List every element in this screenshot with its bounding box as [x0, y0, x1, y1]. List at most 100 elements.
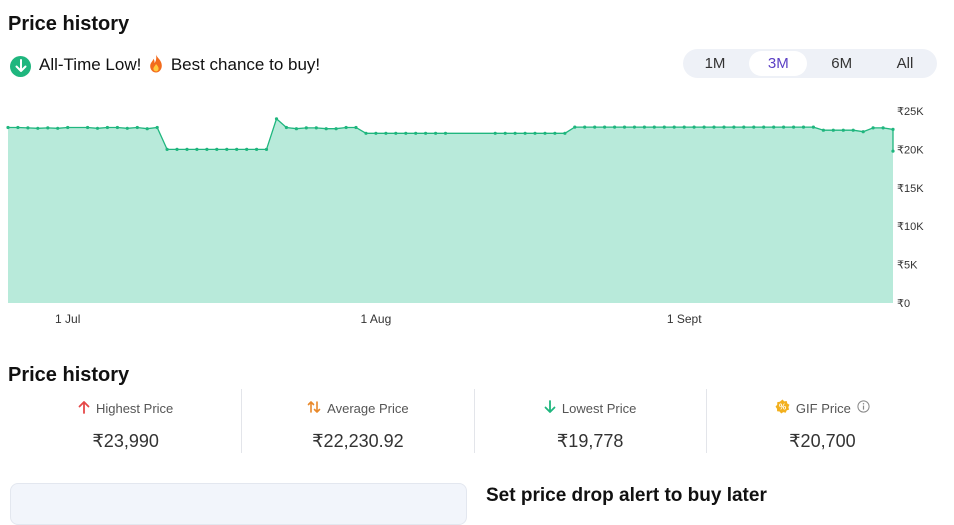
price-point [235, 147, 239, 151]
price-alert-card [10, 483, 467, 525]
stat-label: Average Price [327, 400, 409, 416]
price-point [36, 126, 40, 130]
price-point [86, 125, 90, 130]
price-point [125, 126, 129, 130]
price-point [881, 126, 885, 130]
tab-1m[interactable]: 1M [704, 55, 726, 72]
price-point [274, 117, 279, 121]
stat-value: ₹20,700 [789, 431, 856, 451]
arrow-down-circle-icon [10, 55, 31, 77]
y-tick-label: ₹20K [897, 144, 924, 156]
price-point [712, 125, 716, 129]
tab-6m[interactable]: 6M [831, 55, 853, 72]
price-point [394, 131, 398, 135]
x-tick-label: 1 Aug [361, 312, 392, 326]
price-point [374, 131, 378, 135]
price-point [662, 125, 666, 129]
price-point [533, 131, 537, 135]
price-point [6, 125, 10, 130]
price-point [135, 125, 139, 130]
page-title: Price history [8, 13, 130, 35]
price-point [583, 125, 587, 129]
price-point [105, 125, 109, 130]
price-point [324, 127, 328, 131]
price-point [414, 131, 418, 135]
price-point [593, 125, 597, 129]
price-point [145, 127, 149, 131]
price-area-fill [8, 118, 893, 303]
price-point [56, 126, 60, 130]
price-alert-title: Set price drop alert to buy later [486, 485, 767, 506]
price-point [344, 125, 348, 130]
price-point [642, 125, 647, 129]
price-point [632, 125, 637, 129]
y-tick-label: ₹5K [897, 260, 918, 272]
price-point [284, 125, 288, 130]
y-tick-label: ₹10K [897, 221, 924, 233]
price-point [613, 125, 617, 129]
price-point [215, 147, 219, 151]
price-point [732, 125, 736, 129]
price-point [26, 126, 30, 130]
price-point [115, 125, 119, 130]
price-point [175, 147, 179, 151]
stat-value: ₹22,230.92 [312, 431, 404, 451]
price-point [553, 131, 557, 135]
price-point [334, 127, 338, 131]
all-time-low-banner: All-Time Low! Best chance to buy! [10, 53, 320, 79]
price-point [443, 131, 448, 135]
price-point [702, 125, 706, 129]
price-point [573, 125, 577, 129]
info-icon[interactable] [857, 400, 870, 416]
price-point [245, 147, 249, 151]
price-point [255, 147, 259, 151]
stat-highest-price: Highest Price ₹23,990 [10, 389, 243, 453]
tab-3m[interactable]: 3M [749, 51, 808, 76]
price-point [861, 130, 865, 134]
price-point [871, 126, 875, 130]
price-point [205, 147, 209, 151]
price-point [891, 127, 895, 131]
stat-label: GIF Price [795, 400, 851, 416]
price-point [831, 128, 835, 132]
price-point [384, 131, 388, 135]
price-history-chart: ₹25K ₹20K ₹15K ₹10K ₹5K ₹0 1 Jul 1 Aug 1 Sept [6, 106, 924, 326]
x-tick-label: 1 Jul [55, 312, 80, 326]
price-point [672, 125, 676, 129]
stats-title: Price history [8, 364, 130, 386]
banner-headline: All-Time Low! [39, 55, 142, 74]
price-point [404, 131, 408, 135]
badge-icon: % [775, 399, 790, 417]
banner-subtext: Best chance to buy! [170, 55, 321, 74]
price-point [523, 131, 527, 135]
stat-label: Lowest Price [561, 400, 637, 416]
price-point [264, 147, 269, 151]
price-point [722, 125, 726, 129]
y-tick-label: ₹15K [897, 183, 924, 195]
price-point [772, 125, 776, 129]
tab-all[interactable]: All [896, 55, 914, 72]
stat-value: ₹23,990 [92, 431, 159, 451]
stat-average-price: Average Price ₹22,230.92 [242, 389, 475, 453]
price-point [792, 125, 796, 129]
price-point [364, 131, 368, 135]
swap-vertical-icon [307, 400, 321, 417]
arrow-up-icon [78, 400, 90, 417]
price-point [424, 131, 428, 135]
price-point [811, 125, 816, 129]
y-tick-label: ₹0 [897, 298, 910, 310]
price-point [622, 125, 627, 129]
price-point [225, 147, 229, 151]
stat-label: Highest Price [95, 400, 174, 416]
price-point [46, 126, 50, 130]
arrow-down-icon [544, 399, 556, 417]
price-point [742, 125, 746, 129]
price-point [821, 128, 826, 132]
y-tick-label: ₹25K [897, 106, 924, 118]
stat-gif-price: % GIF Price ₹20,700 [707, 389, 938, 453]
price-point [891, 149, 895, 153]
price-point [563, 131, 567, 135]
svg-text:%: % [779, 403, 786, 412]
price-point [354, 125, 358, 130]
fire-icon [148, 54, 164, 78]
